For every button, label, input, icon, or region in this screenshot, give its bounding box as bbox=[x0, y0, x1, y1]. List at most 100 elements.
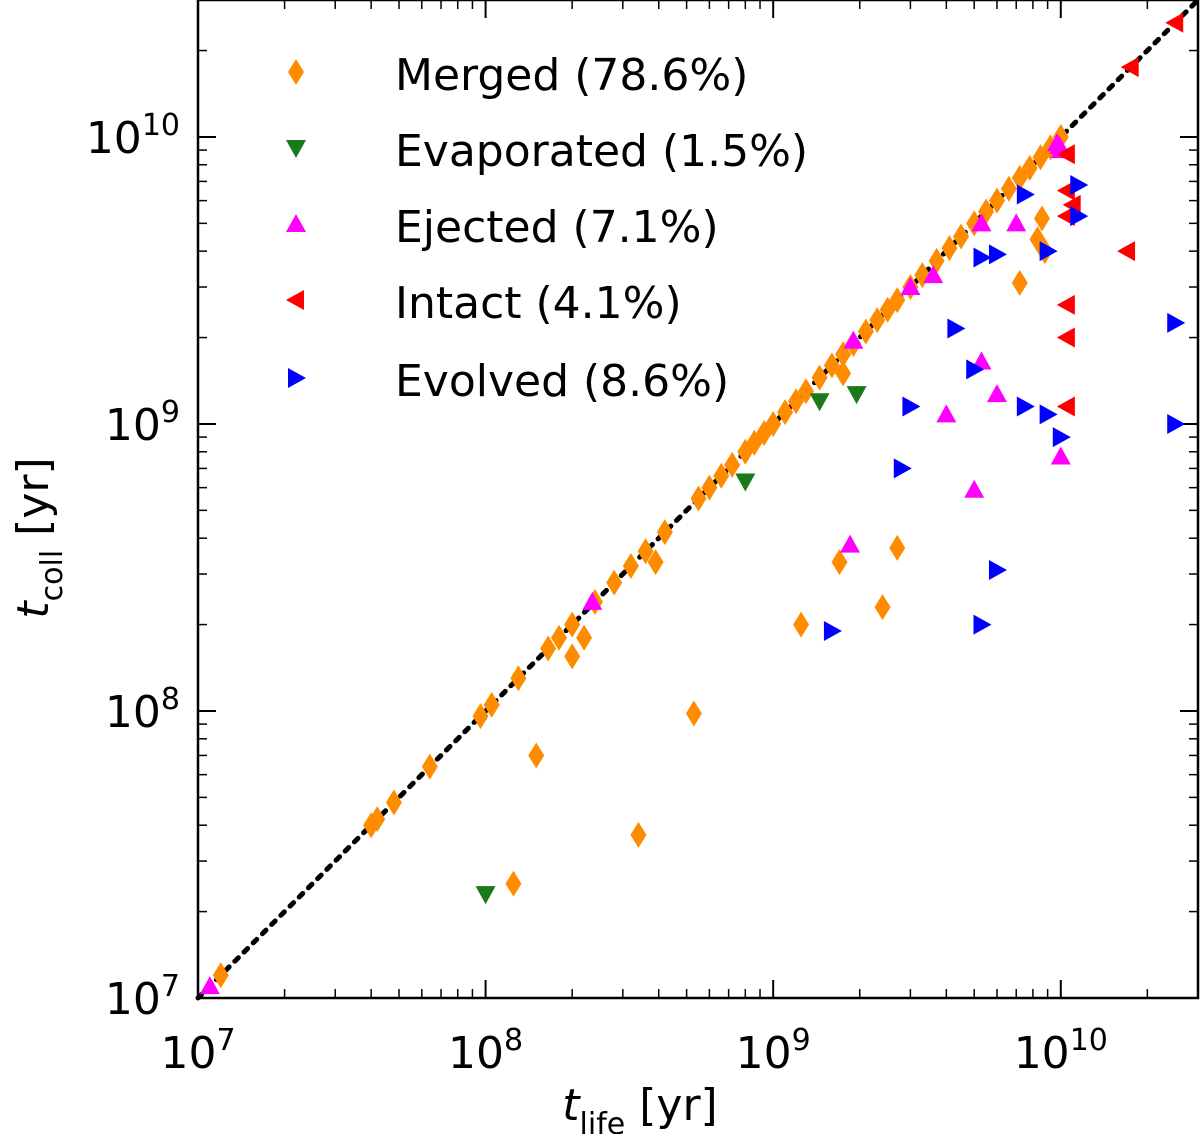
legend-merged-marker-shape bbox=[288, 59, 304, 85]
ejected-point bbox=[199, 976, 220, 995]
legend-item-intact: Intact (4.1%) bbox=[286, 278, 682, 329]
evaporated-point bbox=[735, 473, 756, 492]
evaporated-point bbox=[846, 386, 867, 405]
x-tick-exponent: 9 bbox=[792, 1023, 811, 1058]
y-tick-exponent: 7 bbox=[161, 969, 180, 1004]
merged-point bbox=[606, 569, 623, 596]
evolved-point bbox=[1167, 413, 1186, 434]
evolved-point bbox=[966, 359, 985, 380]
ejected-point bbox=[843, 330, 864, 349]
evolved-point bbox=[1070, 206, 1089, 227]
ejected-point bbox=[1050, 446, 1071, 465]
merged-point bbox=[953, 223, 970, 250]
evaporated-point bbox=[809, 393, 830, 412]
y-axis-unit: [yr] bbox=[8, 457, 59, 549]
x-tick-base: 10 bbox=[1014, 1028, 1070, 1079]
merged-point bbox=[787, 388, 804, 415]
ejected-point bbox=[986, 384, 1007, 403]
legend-item-merged: Merged (78.6%) bbox=[288, 50, 748, 101]
merged-point bbox=[647, 549, 664, 576]
merged-point bbox=[777, 399, 794, 426]
intact-point bbox=[1120, 57, 1139, 78]
x-axis-var: t bbox=[562, 1080, 581, 1131]
legend-marker-evolved bbox=[288, 368, 306, 388]
evolved-point bbox=[1167, 312, 1186, 333]
y-axis-var: t bbox=[8, 600, 59, 619]
ejected-point bbox=[840, 534, 861, 553]
evolved-point bbox=[1016, 396, 1035, 417]
series-evaporated bbox=[475, 386, 867, 905]
merged-point bbox=[988, 187, 1005, 214]
x-tick-labels: 107 108 109 1010 bbox=[160, 1023, 1107, 1079]
ejected-point bbox=[1006, 213, 1027, 232]
merged-point bbox=[1000, 175, 1017, 202]
merged-point bbox=[564, 643, 581, 670]
legend-label-evolved: Evolved (8.6%) bbox=[395, 356, 729, 407]
intact-point bbox=[1056, 396, 1075, 417]
x-tick-label: 1010 bbox=[1014, 1023, 1108, 1079]
merged-point bbox=[369, 806, 386, 833]
ejected-point bbox=[582, 591, 603, 610]
merged-point bbox=[483, 691, 500, 718]
merged-point bbox=[385, 789, 402, 816]
intact-point bbox=[1117, 241, 1136, 262]
series-evolved bbox=[823, 175, 1186, 641]
x-tick-exponent: 8 bbox=[504, 1023, 523, 1058]
intact-point bbox=[1056, 294, 1075, 315]
merged-point bbox=[656, 519, 673, 546]
x-tick-exponent: 10 bbox=[1070, 1023, 1108, 1058]
legend-ejected-marker-shape bbox=[286, 214, 306, 232]
evolved-point bbox=[1052, 427, 1071, 448]
merged-point bbox=[1011, 269, 1028, 296]
merged-point bbox=[637, 538, 654, 565]
merged-point bbox=[835, 360, 852, 387]
legend-evolved-marker-shape bbox=[288, 368, 306, 388]
legend: Merged (78.6%) Evaporated (1.5%) Ejected… bbox=[286, 50, 808, 407]
merged-point bbox=[701, 474, 718, 501]
legend-intact-marker-shape bbox=[286, 290, 304, 310]
evolved-point bbox=[1070, 175, 1089, 196]
merged-point bbox=[1021, 154, 1038, 181]
legend-label-intact: Intact (4.1%) bbox=[395, 278, 682, 329]
ejected-point bbox=[971, 351, 992, 370]
x-tick-label: 109 bbox=[736, 1023, 811, 1079]
legend-marker-intact bbox=[286, 290, 304, 310]
intact-point bbox=[1165, 12, 1184, 33]
merged-point bbox=[540, 635, 557, 662]
ejected-point bbox=[900, 277, 921, 296]
legend-item-ejected: Ejected (7.1%) bbox=[286, 202, 719, 253]
ejected-point bbox=[923, 265, 944, 284]
merged-point bbox=[685, 700, 702, 727]
ejected-point bbox=[936, 404, 957, 423]
legend-evaporated-marker-shape bbox=[286, 140, 306, 158]
x-axis-unit: [yr] bbox=[625, 1080, 717, 1131]
y-tick-label: 1010 bbox=[86, 108, 180, 164]
y-tick-base: 10 bbox=[105, 400, 161, 451]
y-tick-exponent: 8 bbox=[161, 682, 180, 717]
legend-marker-ejected bbox=[286, 214, 306, 232]
evolved-point bbox=[973, 614, 992, 635]
y-axis-sub: coll bbox=[35, 550, 70, 602]
merged-point bbox=[472, 703, 489, 730]
merged-point bbox=[869, 307, 886, 334]
evolved-point bbox=[902, 396, 921, 417]
y-axis-label: tcoll [yr] bbox=[8, 457, 70, 618]
x-tick-base: 10 bbox=[448, 1028, 504, 1079]
y-tick-base: 10 bbox=[105, 974, 161, 1025]
merged-point bbox=[564, 611, 581, 638]
merged-point bbox=[857, 318, 874, 345]
merged-point bbox=[793, 611, 810, 638]
y-tick-base: 10 bbox=[86, 113, 142, 164]
merged-point bbox=[690, 485, 707, 512]
x-tick-base: 10 bbox=[736, 1028, 792, 1079]
merged-point bbox=[941, 235, 958, 262]
evolved-point bbox=[1039, 404, 1058, 425]
merged-point bbox=[831, 549, 848, 576]
legend-label-evaporated: Evaporated (1.5%) bbox=[395, 126, 808, 177]
ejected-point bbox=[971, 213, 992, 232]
x-tick-exponent: 7 bbox=[216, 1023, 235, 1058]
y-tick-label: 107 bbox=[105, 969, 180, 1025]
merged-point bbox=[528, 742, 545, 769]
